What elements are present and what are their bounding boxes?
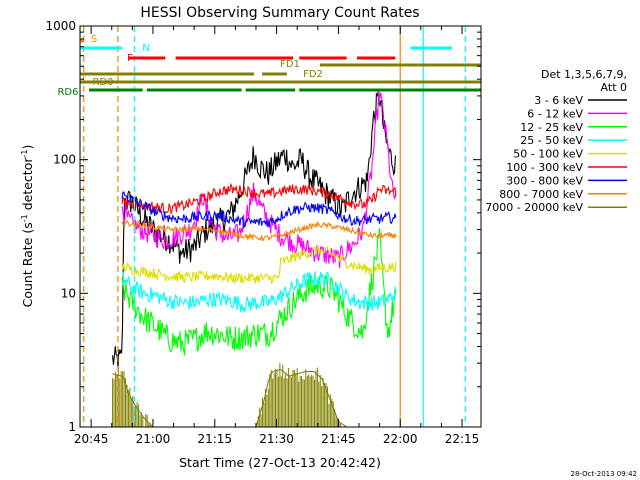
y-axis-label: Count Rate (s-1 detector-1): [20, 145, 35, 308]
legend-label-6-12-kev: 6 - 12 keV: [527, 107, 583, 120]
plot-frame: [79, 25, 482, 428]
legend-label-25-50-kev: 25 - 50 keV: [520, 134, 583, 147]
x-tick-label: 21:15: [197, 432, 232, 446]
y-tick-label: 10: [61, 286, 76, 300]
y-tick-label: 100: [53, 153, 76, 167]
x-axis-label: Start Time (27-Oct-13 20:42:42): [179, 455, 381, 470]
series-line-300-800-kev: [121, 191, 397, 230]
x-tick-label: 22:00: [383, 432, 418, 446]
legend-label-12-25-kev: 12 - 25 keV: [520, 121, 583, 134]
flag-n-label: N: [142, 43, 149, 54]
flag-s-label: S: [91, 34, 97, 45]
y-tick-label: 1000: [45, 19, 76, 33]
legend-label-100-300-kev: 100 - 300 keV: [506, 161, 583, 174]
legend-header-line-2: Att 0: [601, 81, 627, 94]
flag-fd2-label: FD2: [303, 69, 323, 80]
series-line-25-50-kev: [121, 270, 397, 314]
y-tick-label: 1: [68, 420, 76, 434]
legend-header-line-1: Det 1,3,5,6,7,9,: [541, 68, 627, 81]
legend-label-50-100-kev: 50 - 100 keV: [513, 148, 583, 161]
flag-rd0-label: RD0: [92, 77, 113, 88]
x-tick-label: 21:00: [136, 432, 171, 446]
series-line-800-7000-kev: [121, 219, 397, 242]
legend-label-7000-20000-kev: 7000 - 20000 keV: [485, 201, 583, 214]
flag-rd6-label: RD6: [57, 87, 78, 98]
flag-fd1-label: FD1: [280, 59, 300, 70]
series-line-100-300-kev: [121, 182, 397, 215]
series-line-50-100-kev: [121, 244, 397, 285]
x-tick-label: 22:15: [445, 432, 480, 446]
legend-label-300-800-kev: 300 - 800 keV: [506, 174, 583, 187]
legend-label-3-6-kev: 3 - 6 keV: [534, 94, 583, 107]
chart-title: HESSI Observing Summary Count Rates: [140, 5, 419, 21]
flag-f-label: F: [127, 53, 133, 64]
legend-label-800-7000-kev: 800 - 7000 keV: [499, 188, 583, 201]
x-tick-label: 21:45: [321, 432, 356, 446]
x-tick-label: 20:45: [74, 432, 109, 446]
generation-timestamp: 28-Oct-2013 09:42: [571, 470, 637, 478]
x-tick-label: 21:30: [259, 432, 294, 446]
series-line-12-25-kev: [121, 227, 397, 356]
